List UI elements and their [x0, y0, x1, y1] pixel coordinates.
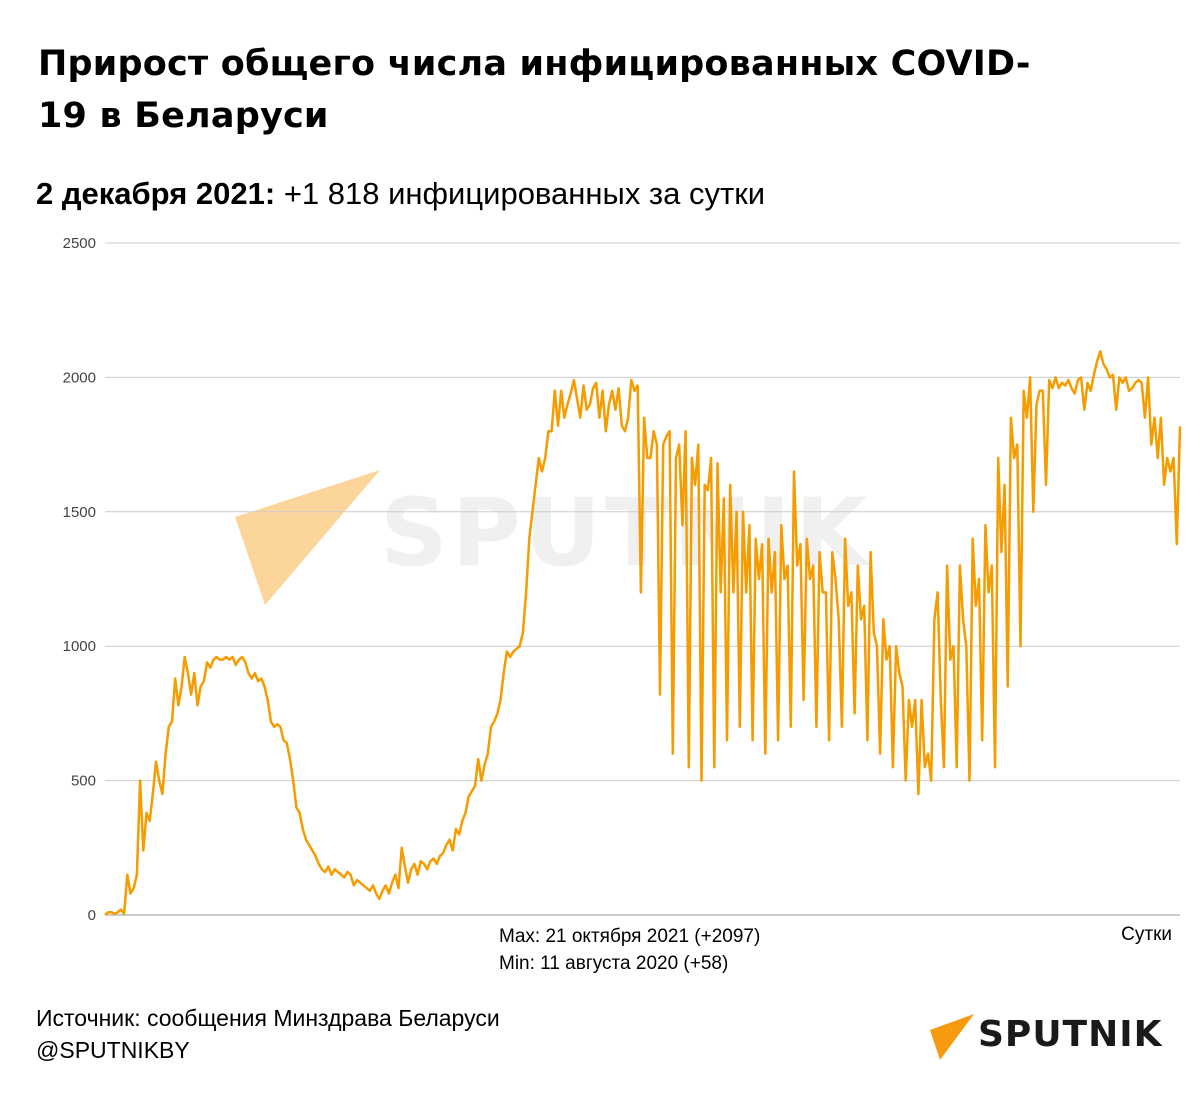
subtitle-date: 2 декабря 2021:	[36, 176, 276, 211]
social-handle: @SPUTNIKBY	[36, 1037, 190, 1063]
source-note: Источник: сообщения Минздрава Беларуси	[36, 1005, 500, 1031]
y-tick-label: 0	[88, 907, 96, 924]
y-tick-label: 1000	[63, 638, 96, 655]
series-line-0	[104, 350, 1182, 916]
y-tick-label: 1500	[63, 504, 96, 521]
y-tick-label: 500	[71, 773, 96, 790]
min-stat: Min: 11 августа 2020 (+58)	[499, 953, 729, 974]
chart-title: Прирост общего числа инфицированных COVI…	[38, 44, 1031, 136]
logo-text: SPUTNIK	[978, 1014, 1163, 1055]
chart-subtitle: 2 декабря 2021: +1 818 инфицированных за…	[36, 174, 765, 214]
sputnik-watermark: SPUTNIK	[230, 465, 950, 615]
sputnik-logo-icon	[930, 1014, 974, 1060]
sputnik-logo: SPUTNIK	[928, 1012, 1173, 1062]
y-tick-label: 2500	[63, 235, 96, 252]
sputnik-watermark-icon	[235, 470, 380, 605]
subtitle-value: +1 818 инфицированных за сутки	[283, 176, 766, 211]
y-tick-label: 2000	[63, 369, 96, 386]
max-stat: Max: 21 октября 2021 (+2097)	[499, 926, 761, 947]
x-axis-label: Сутки	[1121, 924, 1172, 945]
